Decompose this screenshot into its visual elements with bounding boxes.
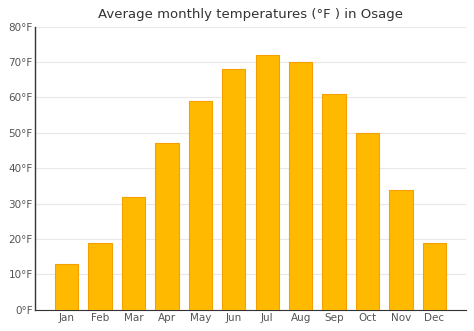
Bar xyxy=(222,69,246,310)
Bar xyxy=(356,133,379,310)
Bar xyxy=(155,144,179,310)
Bar xyxy=(322,94,346,310)
Bar xyxy=(423,243,446,310)
Bar xyxy=(255,55,279,310)
Bar xyxy=(55,264,78,310)
Bar xyxy=(389,190,413,310)
Bar xyxy=(189,101,212,310)
Title: Average monthly temperatures (°F ) in Osage: Average monthly temperatures (°F ) in Os… xyxy=(98,8,403,21)
Bar xyxy=(289,62,312,310)
Bar xyxy=(122,197,145,310)
Bar xyxy=(88,243,112,310)
